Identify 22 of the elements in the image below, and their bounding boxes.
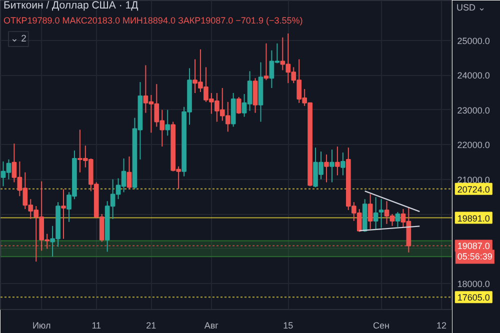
x-tick-label: Сен <box>373 320 390 330</box>
annotation: ⌄ 2 <box>10 34 26 44</box>
y-tick-label: 24000.0 <box>457 70 490 81</box>
ref-line-label: 19891.0 <box>457 213 490 224</box>
ref-line-label: 20724.0 <box>457 184 490 194</box>
text: ОТКР19789.0 МАКС20183.0 МИН18894.0 ЗАКР19087.0 −701.9 (−3.55%) <box>4 16 303 26</box>
y-tick-label: 23000.0 <box>457 105 490 116</box>
text: USD ⌄ <box>456 2 486 12</box>
y-tick-label: 22000.0 <box>457 140 490 150</box>
y-tick-label: 18000.0 <box>457 278 490 289</box>
x-tick-label: 12 <box>436 320 447 330</box>
x-tick-label: Июл <box>32 320 51 330</box>
ref-line-label: 19087.0 <box>457 241 490 252</box>
x-tick-label: 11 <box>92 320 102 330</box>
x-tick-label: Авг <box>204 320 220 330</box>
y-tick-label: 25000.0 <box>457 36 490 46</box>
x-tick-label: 21 <box>146 320 156 330</box>
ref-line-label: 17605.0 <box>457 292 490 303</box>
y-tick-label: 21000.0 <box>457 174 490 185</box>
annotation: 05:56:39 <box>457 252 492 262</box>
chart-title: Биткоин / Доллар США · 1Д <box>4 0 138 12</box>
x-tick-label: 15 <box>283 320 294 330</box>
